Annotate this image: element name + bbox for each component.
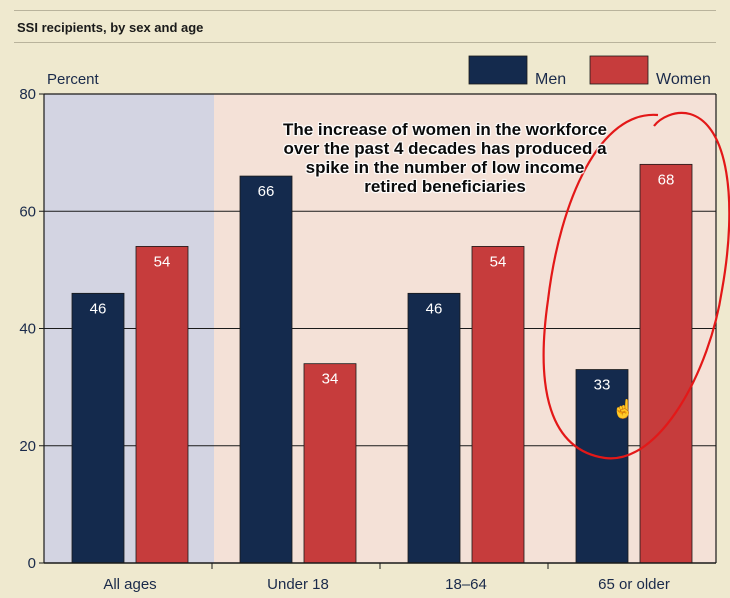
x-tick-label: Under 18 (267, 576, 329, 593)
bar-value-label: 54 (154, 253, 171, 270)
callout-circle (542, 111, 730, 460)
y-tick-label: 0 (28, 555, 36, 572)
bar-value-label: 46 (90, 300, 107, 317)
bar-value-label: 33 (594, 377, 611, 394)
x-tick-label: 65 or older (598, 576, 670, 593)
bar-men (575, 369, 629, 564)
header-bottom-rule (14, 42, 716, 43)
bar-women (639, 163, 693, 564)
bar-value-label: 34 (322, 371, 339, 388)
header-top-rule (14, 10, 716, 11)
y-tick-label: 80 (19, 86, 36, 103)
hand-pointer-icon: ☝ (612, 399, 635, 419)
bar-women (471, 246, 525, 564)
bar-women (135, 246, 189, 564)
y-axis-label: Percent (47, 71, 100, 88)
bar-value-label: 66 (258, 183, 275, 200)
y-tick-label: 40 (19, 321, 36, 338)
y-tick-label: 60 (19, 203, 36, 220)
chart-heading: SSI recipients, by sex and age (17, 20, 204, 35)
bar-men (239, 175, 293, 564)
bar-value-label: 54 (490, 253, 507, 270)
bar-men (71, 292, 125, 564)
bar-value-label: 46 (426, 300, 443, 317)
legend-swatch-women (589, 55, 649, 85)
legend-swatch-men (468, 55, 528, 85)
x-tick-label: All ages (103, 576, 156, 593)
legend-label-men: Men (535, 71, 566, 88)
x-tick-label: 18–64 (445, 576, 487, 593)
bar-men (407, 292, 461, 564)
legend-label-women: Women (656, 71, 711, 88)
bar-women (303, 363, 357, 564)
annotation-text: The increase of women in the workforce o… (282, 120, 608, 196)
y-tick-label: 20 (19, 438, 36, 455)
bar-value-label: 68 (658, 171, 675, 188)
